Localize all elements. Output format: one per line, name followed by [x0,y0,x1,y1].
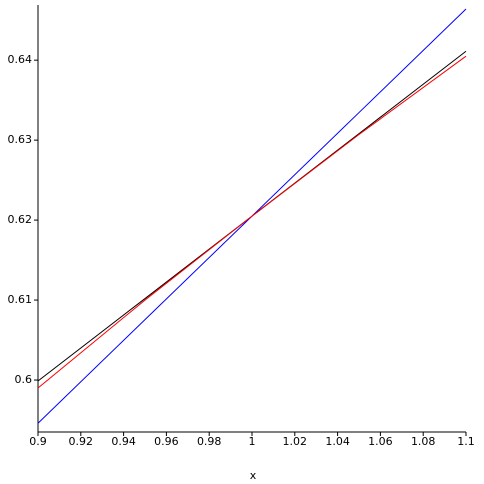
y-tick-label: 0.63 [8,133,33,146]
y-tick-label: 0.64 [8,53,33,66]
x-tick-label: 0.9 [29,435,47,448]
x-tick-label: 0.96 [154,435,179,448]
x-tick-label: 0.94 [111,435,136,448]
y-tick-label: 0.61 [8,293,33,306]
y-tick-label: 0.62 [8,213,33,226]
x-tick-label: 1.06 [368,435,393,448]
x-tick-label: 1.08 [411,435,436,448]
x-tick-label: 1.02 [283,435,308,448]
x-tick-label: 0.92 [69,435,94,448]
x-tick-label: 1.1 [457,435,475,448]
x-tick-label: 0.98 [197,435,222,448]
x-axis-label: x [250,469,257,482]
line-series [37,55,467,389]
x-tick-label: 1 [249,435,256,448]
y-tick-label: 0.6 [15,373,33,386]
x-tick-label: 1.04 [325,435,350,448]
